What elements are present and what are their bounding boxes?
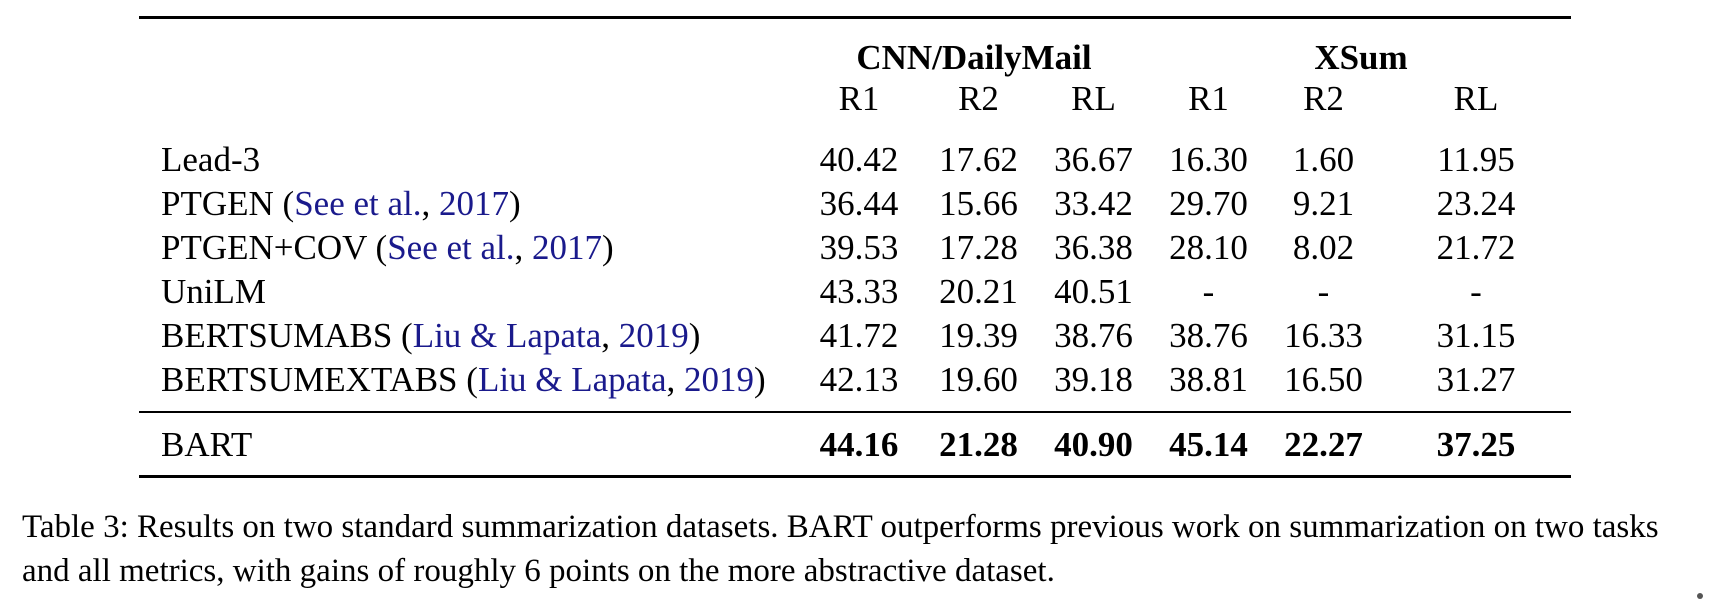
score-cell: 45.14 [1151, 411, 1266, 478]
score-cell: 22.27 [1266, 411, 1381, 478]
table-row-bart: BART 44.16 21.28 40.90 45.14 22.27 37.25 [139, 411, 1571, 478]
score-cell: 9.21 [1292, 183, 1355, 223]
metric-header-xsum-rl: RL [1453, 79, 1499, 118]
citation-year-link[interactable]: 2019 [618, 315, 689, 355]
header-empty-cell [139, 18, 797, 80]
model-cell: Lead-3 [139, 127, 797, 181]
score-cell: 38.76 [1169, 315, 1248, 355]
score-cell: 42.13 [819, 359, 899, 399]
model-name: BERTSUMABS [161, 315, 393, 355]
model-cell: PTGEN (See et al., 2017) [161, 183, 521, 223]
group-header-cnn-dailymail: CNN/DailyMail [856, 38, 1092, 77]
score-cell: 29.70 [1169, 183, 1248, 223]
metric-header-xsum-r2: R2 [1303, 79, 1344, 118]
score-cell: 20.21 [939, 271, 1018, 311]
score-cell: 21.72 [1436, 227, 1516, 267]
score-cell: 31.27 [1436, 359, 1516, 399]
citation-year-link[interactable]: 2017 [532, 227, 602, 267]
citation-year-link[interactable]: 2017 [439, 183, 509, 223]
score-cell: 17.62 [939, 139, 1018, 179]
score-cell: 43.33 [819, 271, 899, 311]
score-cell: 8.02 [1292, 227, 1355, 267]
citation-year-link[interactable]: 2019 [683, 359, 754, 399]
score-cell: 41.72 [819, 315, 899, 355]
model-name: BERTSUMEXTABS [161, 359, 458, 399]
table-row: BERTSUMEXTABS (Liu & Lapata, 2019) 42.13 1… [139, 357, 1571, 412]
score-cell: - [1202, 271, 1215, 311]
score-cell: 39.18 [1054, 359, 1133, 399]
results-table-container: CNN/DailyMail XSum R1 R2 RL R1 R2 RL Lea… [139, 16, 1571, 478]
score-cell: 16.50 [1284, 359, 1363, 399]
model-name: Lead-3 [161, 139, 261, 179]
score-cell: 36.67 [1054, 139, 1133, 179]
score-cell: 21.28 [921, 411, 1036, 478]
group-header-row: CNN/DailyMail XSum [139, 17, 1571, 80]
score-cell: 16.30 [1169, 139, 1248, 179]
metric-header-cnn-rl: RL [1071, 79, 1116, 118]
score-cell: 38.76 [1054, 315, 1133, 355]
corner-dot [1697, 593, 1703, 599]
metric-header-cnn-r1: R1 [838, 79, 880, 118]
table-row: BERTSUMABS (Liu & Lapata, 2019) 41.72 19.3… [139, 313, 1571, 357]
metric-header-row: R1 R2 RL R1 R2 RL [139, 79, 1571, 127]
metric-header-empty-cell [139, 79, 797, 127]
metric-header-xsum-r1: R1 [1188, 79, 1229, 118]
model-name: UniLM [161, 271, 266, 311]
score-cell: - [1470, 271, 1482, 311]
model-cell: BERTSUMEXTABS (Liu & Lapata, 2019) [161, 359, 766, 399]
model-name: PTGEN [161, 183, 274, 223]
model-name: BART [139, 411, 797, 478]
score-cell: 40.90 [1036, 411, 1151, 478]
model-cell: PTGEN+COV (See et al., 2017) [161, 227, 614, 267]
group-header-xsum: XSum [1314, 38, 1408, 77]
table-row: PTGEN+COV (See et al., 2017) 39.53 17.28 36… [139, 225, 1571, 269]
score-cell: 11.95 [1437, 139, 1515, 179]
table-row: PTGEN (See et al., 2017) 36.44 15.66 33.42 2… [139, 181, 1571, 225]
score-cell: 37.25 [1381, 411, 1571, 478]
model-name: PTGEN+COV [161, 227, 367, 267]
score-cell: 40.51 [1054, 271, 1133, 311]
score-cell: 19.39 [939, 315, 1018, 355]
score-cell: 28.10 [1169, 227, 1248, 267]
score-cell: 44.16 [797, 411, 921, 478]
score-cell: 15.66 [939, 183, 1018, 223]
bart-table-body: BART 44.16 21.28 40.90 45.14 22.27 37.25 [139, 411, 1571, 478]
score-cell: 31.15 [1436, 315, 1516, 355]
score-cell: 39.53 [819, 227, 899, 267]
citation-author-link[interactable]: See et al. [294, 183, 422, 223]
score-cell: 33.42 [1054, 183, 1133, 223]
model-cell: UniLM [139, 269, 797, 313]
table-row: UniLM 43.33 20.21 40.51 - - - [139, 269, 1571, 313]
score-cell: 16.33 [1284, 315, 1363, 355]
metric-header-cnn-r2: R2 [958, 79, 999, 118]
citation-author-link[interactable]: Liu & Lapata [477, 359, 667, 399]
table-row: Lead-3 40.42 17.62 36.67 16.30 1.60 11.95 [139, 127, 1571, 181]
score-cell: 23.24 [1436, 183, 1516, 223]
citation-author-link[interactable]: See et al. [387, 227, 515, 267]
table-caption: Table 3: Results on two standard summari… [22, 509, 1659, 589]
score-cell: - [1317, 271, 1330, 311]
citation-author-link[interactable]: Liu & Lapata [412, 315, 602, 355]
score-cell: 36.44 [819, 183, 899, 223]
score-cell: 40.42 [819, 139, 899, 179]
score-cell: 36.38 [1054, 227, 1133, 267]
results-table-body: Lead-3 40.42 17.62 36.67 16.30 1.60 11.95 PTGEN… [139, 127, 1571, 412]
score-cell: 17.28 [939, 227, 1018, 267]
score-cell: 19.60 [939, 359, 1018, 399]
score-cell: 1.60 [1292, 139, 1355, 179]
model-cell: BERTSUMABS (Liu & Lapata, 2019) [161, 315, 701, 355]
score-cell: 38.81 [1169, 359, 1248, 399]
results-table: CNN/DailyMail XSum R1 R2 RL R1 R2 RL Lea… [139, 16, 1571, 478]
